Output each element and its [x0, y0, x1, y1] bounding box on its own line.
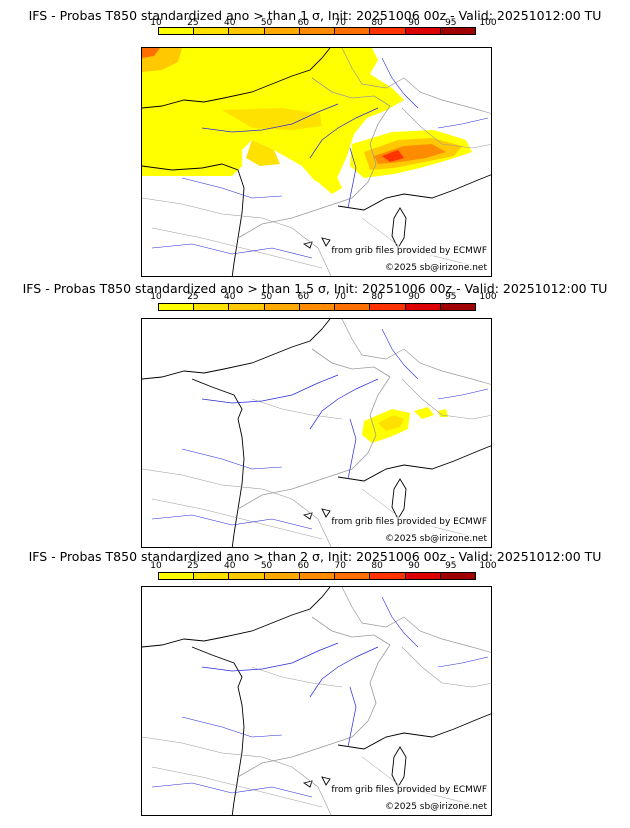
legend-label: 50: [260, 18, 273, 28]
map-frame: from grib files provided by ECMWF ©2025 …: [141, 318, 492, 548]
legend-label: 100: [479, 292, 497, 302]
credit-copyright: ©2025 sb@irizone.net: [385, 534, 487, 544]
legend-colorbar: [158, 572, 476, 580]
legend-label: 10: [150, 561, 162, 571]
legend-label: 60: [297, 18, 310, 28]
map-basemap: [142, 587, 491, 815]
legend-swatch: [299, 573, 336, 579]
legend-label: 100: [479, 18, 497, 28]
legend-label: 40: [223, 18, 236, 28]
legend-label: 80: [371, 18, 383, 28]
probability-map: [142, 319, 491, 547]
legend-swatch: [440, 28, 475, 34]
legend-label: 25: [187, 292, 199, 302]
legend-labels: 10 25 40 50 60 70 80 90 95 100: [150, 18, 496, 28]
legend-colorbar: [158, 303, 476, 311]
legend-label: 50: [260, 561, 273, 571]
credit-copyright: ©2025 sb@irizone.net: [385, 263, 487, 273]
legend-label: 95: [445, 292, 457, 302]
legend-swatch: [299, 304, 336, 310]
credit-grib: from grib files provided by ECMWF: [331, 785, 487, 795]
probability-shading: [142, 48, 472, 194]
legend-label: 70: [334, 292, 346, 302]
legend-label: 50: [260, 292, 273, 302]
legend-swatch: [335, 304, 371, 310]
legend-label: 10: [150, 292, 162, 302]
legend-labels: 10 25 40 50 60 70 80 90 95 100: [150, 561, 496, 571]
legend-swatch: [264, 28, 300, 34]
legend-label: 60: [297, 292, 310, 302]
legend-label: 90: [408, 561, 420, 571]
legend-swatch: [405, 573, 441, 579]
legend-label: 10: [150, 18, 162, 28]
credit-copyright: ©2025 sb@irizone.net: [385, 802, 487, 812]
legend-swatch: [264, 573, 300, 579]
legend-swatch: [440, 304, 475, 310]
legend-swatch: [194, 573, 230, 579]
panel-title: IFS - Probas T850 standardized ano > tha…: [28, 549, 602, 564]
legend-label: 40: [223, 561, 236, 571]
map-basemap: [142, 319, 491, 547]
legend-swatch: [405, 28, 441, 34]
legend-swatch: [194, 304, 230, 310]
legend-labels: 10 25 40 50 60 70 80 90 95 100: [150, 292, 496, 302]
legend-swatch: [370, 304, 406, 310]
legend-label: 95: [445, 561, 457, 571]
probability-map: [142, 587, 491, 815]
legend-swatch: [229, 28, 265, 34]
legend-label: 90: [408, 18, 420, 28]
legend-label: 70: [334, 18, 346, 28]
map-panel-2: IFS - Probas T850 standardized ano > tha…: [0, 275, 630, 550]
legend-label: 95: [445, 18, 457, 28]
legend-label: 90: [408, 292, 420, 302]
legend-label: 80: [371, 292, 383, 302]
probability-shading: [362, 407, 448, 443]
legend-swatch: [335, 28, 371, 34]
credit-grib: from grib files provided by ECMWF: [331, 246, 487, 256]
legend-label: 25: [187, 561, 199, 571]
panel-title: IFS - Probas T850 standardized ano > tha…: [22, 281, 608, 296]
map-frame: from grib files provided by ECMWF ©2025 …: [141, 586, 492, 816]
legend-swatch: [370, 573, 406, 579]
legend-swatch: [159, 573, 195, 579]
legend-label: 25: [187, 18, 199, 28]
legend-label: 60: [297, 561, 310, 571]
map-panel-3: IFS - Probas T850 standardized ano > tha…: [0, 548, 630, 828]
legend-swatch: [159, 304, 195, 310]
legend-label: 80: [371, 561, 383, 571]
legend-swatch: [194, 28, 230, 34]
legend-swatch: [440, 573, 475, 579]
map-basemap: [142, 48, 491, 276]
legend-colorbar: [158, 27, 476, 35]
legend-swatch: [405, 304, 441, 310]
panel-title: IFS - Probas T850 standardized ano > tha…: [28, 8, 602, 23]
legend-swatch: [229, 573, 265, 579]
credit-grib: from grib files provided by ECMWF: [331, 517, 487, 527]
map-panel-1: IFS - Probas T850 standardized ano > tha…: [0, 0, 630, 280]
legend-label: 100: [479, 561, 497, 571]
legend-swatch: [299, 28, 336, 34]
legend-swatch: [159, 28, 195, 34]
legend-swatch: [335, 573, 371, 579]
legend-label: 40: [223, 292, 236, 302]
legend-label: 70: [334, 561, 346, 571]
legend-swatch: [370, 28, 406, 34]
legend-swatch: [229, 304, 265, 310]
map-frame: from grib files provided by ECMWF ©2025 …: [141, 47, 492, 277]
probability-map: [142, 48, 491, 276]
legend-swatch: [264, 304, 300, 310]
